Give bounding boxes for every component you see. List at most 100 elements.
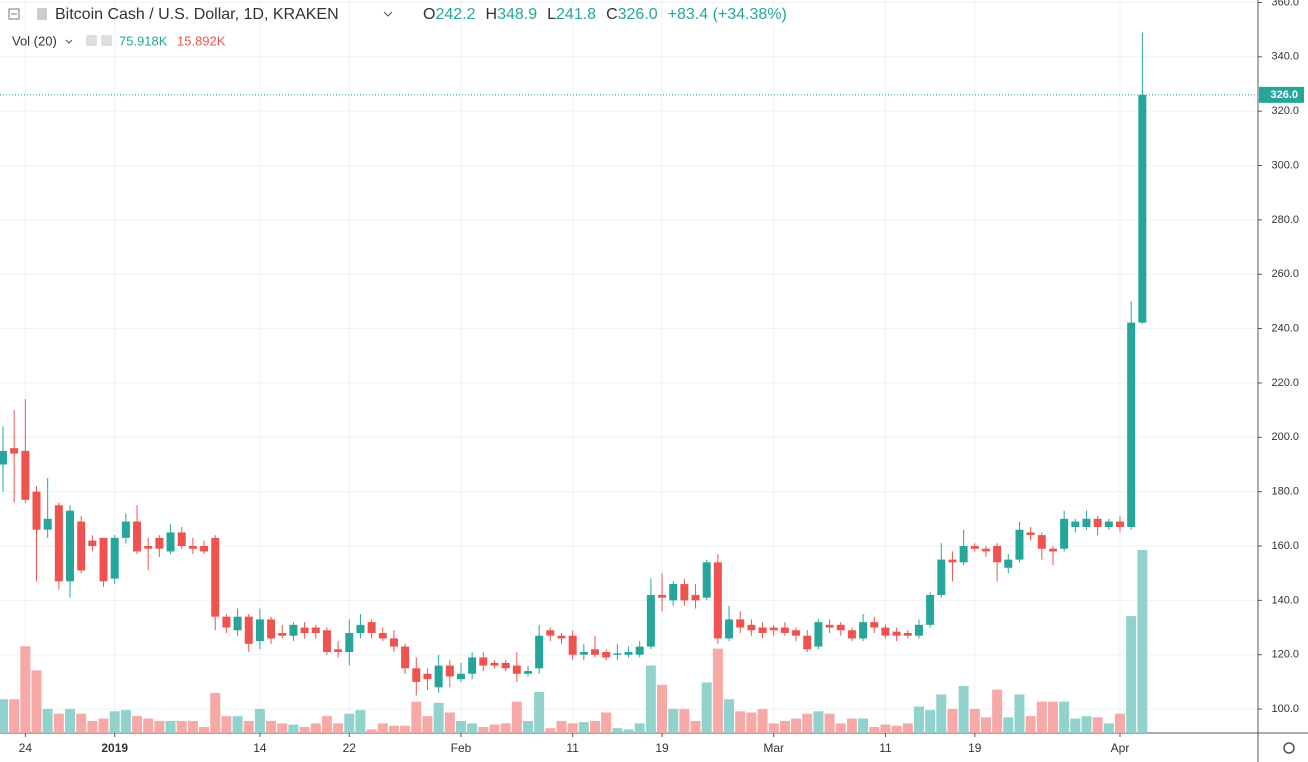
settings-icon[interactable] (101, 35, 112, 46)
volume-bar (746, 712, 757, 733)
candle-body (490, 662, 499, 666)
candle-body (680, 584, 689, 601)
volume-bar (522, 720, 533, 733)
candle-body (66, 510, 75, 582)
candle-body (501, 662, 510, 669)
volume-bar (601, 712, 612, 733)
volume-bar (1137, 550, 1148, 733)
candle-body (88, 540, 97, 547)
candle-body (847, 630, 856, 639)
candle-body (568, 635, 577, 655)
candle-body (300, 627, 309, 633)
y-tick-label: 120.0 (1271, 649, 1299, 661)
ohlc-key: H (486, 6, 498, 23)
candle-body (99, 537, 108, 582)
volume-bar (65, 708, 76, 733)
y-tick-label: 200.0 (1271, 431, 1299, 443)
candle-body (914, 624, 923, 636)
volume-bar (299, 726, 310, 733)
volume-bar (444, 712, 455, 733)
candle-body (1048, 548, 1057, 552)
y-tick-label: 360.0 (1271, 0, 1299, 8)
volume-bar (936, 694, 947, 733)
candle-body (646, 594, 655, 647)
collapse-icon[interactable] (8, 8, 20, 20)
x-tick-label: 19 (655, 741, 669, 755)
volume-bar (98, 718, 109, 733)
settings-gear[interactable] (1283, 742, 1295, 754)
candle-body (981, 548, 990, 552)
candle-body (445, 665, 454, 677)
volume-bar (578, 722, 589, 733)
volume-bar (120, 710, 131, 733)
candle-body (401, 646, 410, 669)
eye-icon[interactable] (86, 35, 97, 46)
volume-bar (1059, 701, 1070, 733)
volume-bar (433, 702, 444, 733)
volume-bar (232, 716, 243, 733)
volume-bar (388, 725, 399, 733)
candle-body (21, 450, 30, 500)
volume-bar (221, 716, 232, 733)
x-tick-label: 11 (879, 741, 892, 755)
header: Bitcoin Cash / U.S. Dollar, 1D, KRAKEN O… (8, 6, 787, 48)
dropdown-icon[interactable] (65, 39, 73, 44)
candle-body (624, 652, 633, 655)
volume-bar (590, 720, 601, 733)
volume-bar (1126, 616, 1137, 733)
candle-body (523, 671, 532, 674)
candle-body (222, 616, 231, 628)
volume-bar (1115, 713, 1125, 733)
candle-body (892, 631, 901, 636)
last-price-box (1259, 86, 1304, 103)
y-tick-label: 300.0 (1271, 159, 1299, 171)
candle-body (825, 624, 834, 628)
volume-bar (1070, 718, 1081, 733)
ohlc-value: 242.2 (435, 6, 475, 23)
volume-bar (366, 729, 377, 733)
volume-label: Vol (20) (12, 33, 57, 48)
volume-bar (701, 682, 712, 733)
y-tick-label: 340.0 (1271, 51, 1299, 63)
ohlc-value: 326.0 (618, 6, 658, 23)
candle-body (322, 630, 331, 653)
symbol-icon (37, 8, 47, 20)
volume-bar (724, 699, 735, 733)
candle-body (356, 624, 365, 633)
candle-body (177, 532, 186, 547)
candle-body (613, 653, 622, 655)
volume-bar (310, 723, 321, 733)
candle-body (881, 627, 890, 636)
volume-bar (321, 716, 332, 733)
candle-body (702, 562, 711, 598)
volume-bar (210, 692, 221, 733)
candle-body (803, 635, 812, 650)
candle-body (1071, 521, 1080, 527)
volume-bar (645, 665, 656, 733)
volume-bar (20, 646, 31, 733)
candle-body (1082, 518, 1091, 527)
dropdown-icon[interactable] (383, 11, 393, 17)
x-tick-label: 14 (253, 741, 267, 755)
candle-body (389, 638, 398, 647)
candle-body (1015, 529, 1024, 560)
x-tick-label: 11 (566, 741, 579, 755)
volume-bar (31, 670, 42, 733)
candle-body (200, 546, 209, 552)
volume-bar (925, 710, 936, 733)
candle-body (255, 619, 264, 642)
volume-bar (1003, 717, 1014, 733)
candle-body (121, 521, 130, 538)
volume-bar (534, 692, 545, 733)
candle-body (289, 624, 298, 636)
volume-bar (143, 718, 154, 733)
candle-body (133, 521, 142, 552)
candle-body (792, 630, 801, 636)
ohlc-value: 241.8 (556, 6, 596, 23)
volume-bar (567, 723, 578, 733)
ohlc-value: 348.9 (497, 6, 537, 23)
volume-bar (422, 716, 433, 733)
candle-body (769, 627, 778, 631)
volume-bar (869, 726, 880, 733)
volume-bar (690, 720, 701, 733)
